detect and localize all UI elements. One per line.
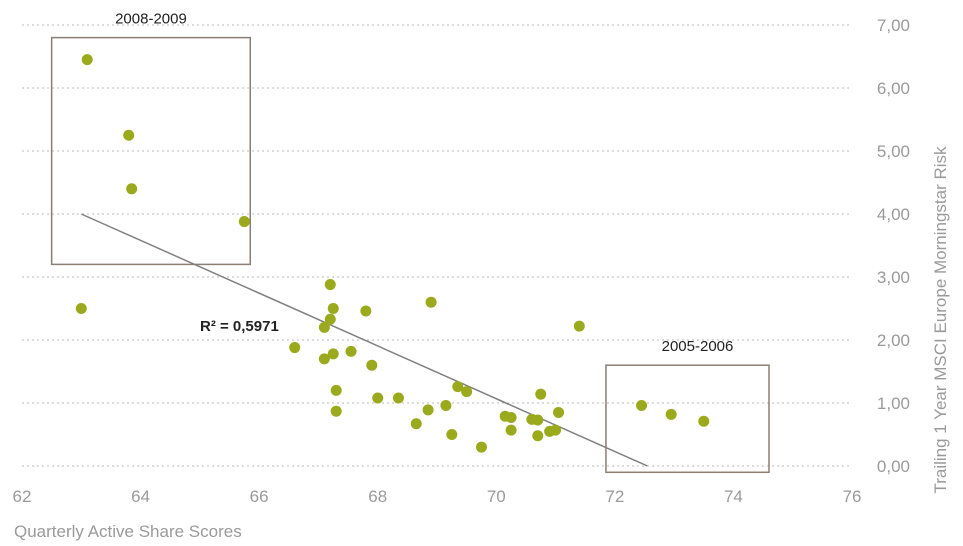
y-tick-label: 6,00 bbox=[877, 79, 910, 98]
data-point bbox=[425, 296, 437, 308]
data-point bbox=[475, 441, 487, 453]
x-tick-label: 72 bbox=[605, 487, 624, 506]
data-point bbox=[126, 183, 138, 195]
data-point bbox=[698, 415, 710, 427]
data-point bbox=[324, 279, 336, 291]
data-point bbox=[75, 303, 87, 314]
data-point bbox=[372, 392, 384, 404]
x-axis-title: Quarterly Active Share Scores bbox=[14, 522, 242, 541]
data-point bbox=[318, 353, 330, 365]
data-point bbox=[532, 430, 544, 442]
x-tick-label: 76 bbox=[843, 487, 862, 506]
y-tick-label: 7,00 bbox=[877, 16, 910, 35]
data-point bbox=[446, 429, 458, 440]
annotation-box bbox=[605, 364, 770, 474]
y-tick-label: 2,00 bbox=[877, 331, 910, 350]
grid-lines bbox=[22, 24, 852, 467]
data-point bbox=[327, 348, 339, 360]
data-point bbox=[422, 404, 434, 416]
data-point bbox=[505, 411, 517, 423]
x-axis-ticks: 62 64 66 68 70 72 74 76 bbox=[13, 487, 862, 506]
annotation-label: 2005-2006 bbox=[662, 338, 734, 355]
x-tick-label: 68 bbox=[368, 487, 387, 506]
y-tick-label: 0,00 bbox=[877, 457, 910, 476]
x-tick-label: 64 bbox=[131, 487, 150, 506]
data-point bbox=[324, 313, 336, 325]
trendline bbox=[80, 213, 648, 467]
y-tick-label: 5,00 bbox=[877, 142, 910, 161]
data-point bbox=[123, 129, 135, 141]
y-tick-label: 3,00 bbox=[877, 268, 910, 287]
data-point bbox=[238, 216, 250, 228]
x-tick-label: 70 bbox=[487, 487, 506, 506]
data-point bbox=[636, 400, 648, 412]
data-point bbox=[461, 386, 473, 398]
data-point bbox=[452, 381, 464, 393]
trendline-group bbox=[80, 213, 648, 467]
data-point bbox=[327, 303, 339, 314]
data-point bbox=[532, 414, 544, 426]
data-point bbox=[505, 424, 517, 436]
x-tick-label: 66 bbox=[250, 487, 269, 506]
data-point bbox=[550, 424, 562, 436]
data-point bbox=[665, 408, 677, 420]
r-squared-label: R² = 0,5971 bbox=[200, 318, 279, 335]
data-point bbox=[289, 342, 301, 354]
data-point bbox=[553, 406, 565, 418]
x-tick-label: 62 bbox=[13, 487, 32, 506]
data-point bbox=[440, 400, 452, 412]
data-point bbox=[360, 305, 372, 317]
data-point bbox=[366, 359, 378, 371]
data-point bbox=[345, 345, 357, 357]
data-point bbox=[330, 384, 342, 396]
data-point bbox=[410, 418, 422, 430]
x-tick-label: 74 bbox=[724, 487, 743, 506]
data-points bbox=[75, 54, 710, 453]
y-axis-title: Trailing 1 Year MSCI Europe Morningstar … bbox=[931, 146, 950, 494]
data-point bbox=[81, 54, 93, 66]
data-point bbox=[573, 320, 585, 332]
annotation-boxes: 2008-2009 2005-2006 bbox=[50, 11, 770, 474]
data-point bbox=[535, 388, 547, 400]
y-tick-label: 1,00 bbox=[877, 394, 910, 413]
annotation-label: 2008-2009 bbox=[115, 11, 187, 28]
data-point bbox=[318, 321, 330, 333]
data-point bbox=[330, 405, 342, 417]
data-point bbox=[392, 392, 404, 404]
annotation-box bbox=[50, 36, 252, 266]
y-tick-label: 4,00 bbox=[877, 205, 910, 224]
y-axis-ticks: 0,00 1,00 2,00 3,00 4,00 5,00 6,00 7,00 bbox=[877, 16, 910, 476]
